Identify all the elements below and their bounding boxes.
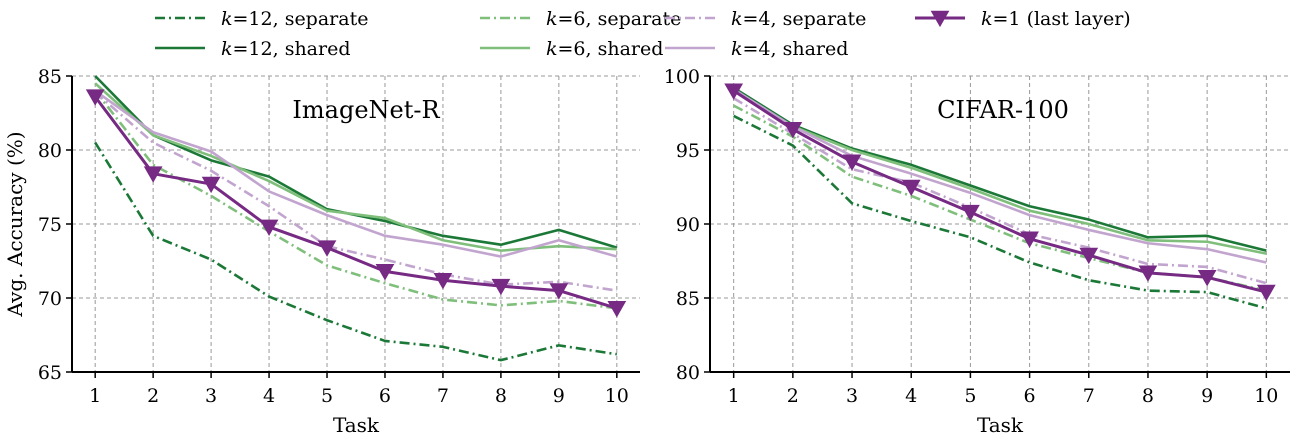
- y-axis-label: Avg. Accuracy (%): [3, 131, 27, 317]
- x-axis-label: Task: [977, 413, 1024, 437]
- legend-item-k12_separate: k=12, separate: [155, 8, 368, 30]
- data-point-k1_last: [842, 154, 862, 171]
- legend-label-text: =1 (last layer): [993, 8, 1131, 30]
- x-tick-label: 1: [728, 385, 740, 407]
- x-tick-label: 6: [1024, 385, 1036, 407]
- legend-label: k=12, separate: [221, 8, 368, 30]
- legend-label-text: =12, separate: [233, 8, 369, 30]
- data-point-k1_last: [1020, 231, 1039, 248]
- x-tick-label: 9: [553, 385, 565, 407]
- x-tick-label: 10: [1254, 385, 1278, 407]
- data-point-k1_last: [491, 278, 511, 296]
- x-tick-label: 4: [263, 385, 275, 407]
- legend-label-var: k: [221, 38, 233, 60]
- data-point-k1_last: [783, 121, 803, 139]
- data-point-k1_last: [259, 219, 279, 237]
- chart-title: CIFAR-100: [937, 96, 1069, 124]
- legend-marker-triangle: [930, 10, 950, 28]
- y-tick-label: 65: [38, 362, 62, 384]
- x-tick-label: 3: [205, 385, 217, 407]
- x-tick-label: 7: [437, 385, 449, 407]
- data-point-k1_last: [724, 83, 744, 100]
- series-line-k6_separate: [733, 104, 1267, 292]
- x-tick-label: 5: [964, 385, 976, 407]
- data-point-k1_last: [433, 272, 453, 290]
- series-line-k12_separate: [94, 141, 618, 362]
- x-tick-label: 8: [495, 385, 507, 407]
- data-point-k1_last: [143, 166, 163, 183]
- x-tick-label: 2: [147, 385, 159, 407]
- legend-label-text: =6, separate: [558, 8, 682, 30]
- x-tick-label: 6: [379, 385, 391, 407]
- legend-label-text: =12, shared: [233, 38, 351, 60]
- series-line-k6_shared: [733, 89, 1267, 255]
- y-tick-label: 85: [676, 288, 700, 310]
- x-axis-label: Task: [333, 413, 380, 437]
- chart-cifar-100: 80 85 90 95 100 1 2 3 4 5 6 7 8 9 10 CIFAR-100 Task: [664, 66, 1290, 437]
- y-tick-label: 75: [38, 214, 62, 236]
- data-point-k1_last: [1079, 247, 1099, 265]
- legend-item-k6_separate: k=6, separate: [480, 8, 681, 30]
- legend-label-text: =6, shared: [558, 38, 664, 60]
- legend-item-k1_last: k=1 (last layer): [915, 8, 1131, 30]
- legend-label: k=4, separate: [731, 8, 866, 30]
- series-line-k12_separate: [733, 114, 1267, 310]
- data-point-k1_last: [549, 283, 569, 300]
- legend-label-var: k: [221, 8, 233, 30]
- series-line-k4_shared: [732, 88, 1267, 264]
- legend-label: k=1 (last layer): [981, 8, 1131, 30]
- data-point-k1_last: [375, 264, 395, 281]
- legend-label: k=6, shared: [546, 38, 663, 60]
- x-tick-label: 10: [605, 385, 629, 407]
- legend-item-k12_shared: k=12, shared: [155, 38, 351, 60]
- data-point-k1_last: [1197, 269, 1217, 287]
- series-line-k4_separate: [94, 91, 618, 292]
- x-tick-label: 5: [321, 385, 333, 407]
- x-tick-label: 2: [787, 385, 799, 407]
- legend-label-text: =4, separate: [743, 8, 867, 30]
- x-tick-label: 9: [1201, 385, 1213, 407]
- x-tick-label: 8: [1142, 385, 1154, 407]
- legend-label: k=4, shared: [731, 38, 848, 60]
- series-line-k1_last: [93, 95, 618, 310]
- data-point-k1_last: [607, 301, 627, 318]
- legend-item-k6_shared: k=6, shared: [480, 38, 663, 60]
- data-point-k1_last: [317, 240, 337, 257]
- series-line-k4_shared: [94, 89, 618, 258]
- data-point-k1_last: [1138, 265, 1158, 282]
- y-tick-label: 80: [38, 140, 62, 162]
- data-point-k1_last: [85, 89, 105, 106]
- legend-label: k=6, separate: [546, 8, 681, 30]
- data-point-k1_last: [1256, 284, 1276, 302]
- legend-label-var: k: [731, 8, 743, 30]
- legend-label-var: k: [546, 38, 558, 60]
- y-tick-label: 70: [38, 288, 62, 310]
- legend-label: k=12, shared: [221, 38, 351, 60]
- data-point-k1_last: [961, 204, 980, 222]
- legend-label-var: k: [731, 38, 743, 60]
- y-tick-label: 80: [676, 362, 700, 384]
- legend-item-k4_shared: k=4, shared: [665, 38, 848, 60]
- series-line-k4_separate: [733, 97, 1267, 285]
- data-point-k1_last: [901, 179, 921, 197]
- y-tick-label: 90: [676, 214, 700, 236]
- x-tick-label: 1: [89, 385, 101, 407]
- legend-label-var: k: [981, 8, 993, 30]
- legend-label-text: =4, shared: [743, 38, 849, 60]
- x-tick-label: 3: [846, 385, 858, 407]
- legend-label-var: k: [546, 8, 558, 30]
- x-tick-label: 7: [1083, 385, 1095, 407]
- chart-imagenet-r: 65 70 75 80 85 1 2 3 4 5 6 7 8 9 10 ImageNet-R Task Avg. …: [3, 66, 640, 437]
- y-tick-label: 95: [676, 140, 700, 162]
- chart-title: ImageNet-R: [292, 96, 440, 124]
- y-tick-label: 100: [664, 66, 700, 88]
- series-line-k12_shared: [732, 86, 1267, 252]
- series-line-k1_last: [732, 89, 1267, 294]
- data-point-k1_last: [201, 176, 221, 194]
- y-tick-label: 85: [38, 66, 62, 88]
- legend-item-k4_separate: k=4, separate: [665, 8, 866, 30]
- x-tick-label: 4: [905, 385, 917, 407]
